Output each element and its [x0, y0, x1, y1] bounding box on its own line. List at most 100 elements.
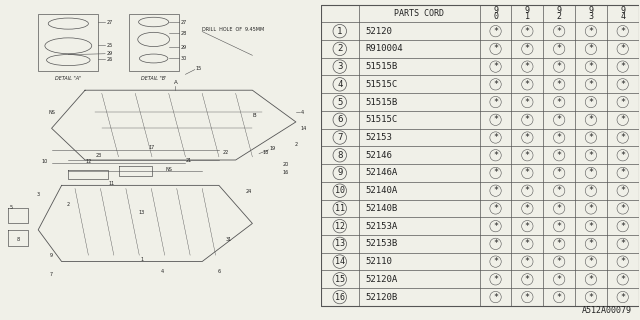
Text: NS: NS: [165, 167, 172, 172]
Text: *: *: [588, 292, 593, 301]
Text: *: *: [588, 222, 593, 231]
Text: *: *: [588, 133, 593, 142]
Text: 1: 1: [525, 12, 530, 20]
Text: *: *: [557, 292, 562, 301]
Text: *: *: [525, 115, 530, 124]
Text: 24: 24: [246, 189, 252, 194]
Text: 2: 2: [294, 142, 298, 147]
Text: *: *: [588, 186, 593, 195]
Text: *: *: [620, 80, 625, 89]
Text: *: *: [493, 98, 498, 107]
Text: 29: 29: [180, 45, 186, 50]
Text: 19: 19: [269, 146, 275, 151]
Text: *: *: [525, 239, 530, 248]
Text: *: *: [588, 62, 593, 71]
Text: 52153: 52153: [365, 133, 392, 142]
Text: 26: 26: [107, 57, 113, 62]
Text: *: *: [620, 186, 625, 195]
Text: 31: 31: [226, 237, 232, 242]
Text: *: *: [557, 186, 562, 195]
Text: 15: 15: [335, 275, 345, 284]
Text: *: *: [525, 292, 530, 301]
Text: *: *: [525, 27, 530, 36]
Text: *: *: [525, 168, 530, 178]
Text: *: *: [588, 98, 593, 107]
Text: *: *: [588, 80, 593, 89]
Text: 16: 16: [335, 292, 345, 301]
Text: 10: 10: [42, 159, 48, 164]
Text: 52120B: 52120B: [365, 292, 397, 301]
Text: *: *: [493, 186, 498, 195]
Text: DETAIL "A": DETAIL "A": [55, 76, 81, 81]
Text: *: *: [588, 168, 593, 178]
Text: 3: 3: [36, 192, 40, 197]
Text: *: *: [493, 222, 498, 231]
Text: *: *: [525, 44, 530, 53]
Text: *: *: [588, 44, 593, 53]
Text: *: *: [557, 115, 562, 124]
Text: 9: 9: [525, 6, 530, 15]
Text: *: *: [620, 62, 625, 71]
Text: 1: 1: [337, 27, 342, 36]
Text: 12: 12: [335, 222, 345, 231]
Text: *: *: [620, 133, 625, 142]
Text: *: *: [557, 168, 562, 178]
Text: *: *: [493, 115, 498, 124]
Text: 28: 28: [180, 31, 187, 36]
Text: *: *: [557, 222, 562, 231]
Text: *: *: [525, 62, 530, 71]
Text: *: *: [493, 168, 498, 178]
Text: *: *: [493, 292, 498, 301]
Text: 2: 2: [67, 202, 70, 207]
Text: *: *: [557, 27, 562, 36]
Text: 7: 7: [50, 272, 53, 277]
Text: *: *: [493, 27, 498, 36]
Text: 2: 2: [337, 44, 342, 53]
Text: 4: 4: [337, 80, 342, 89]
Text: *: *: [588, 275, 593, 284]
Text: NS: NS: [48, 110, 55, 115]
Text: 11: 11: [335, 204, 345, 213]
Text: *: *: [557, 257, 562, 266]
Text: *: *: [525, 80, 530, 89]
Text: 4: 4: [620, 12, 625, 20]
Text: 9: 9: [588, 6, 593, 15]
Text: 5: 5: [10, 205, 13, 210]
Text: 10: 10: [335, 186, 345, 195]
Text: 52146A: 52146A: [365, 168, 397, 178]
Text: *: *: [620, 115, 625, 124]
Text: *: *: [525, 275, 530, 284]
Text: 51515C: 51515C: [365, 115, 397, 124]
Text: 13: 13: [335, 239, 345, 248]
Text: *: *: [588, 257, 593, 266]
Text: *: *: [525, 98, 530, 107]
Text: *: *: [620, 168, 625, 178]
Text: *: *: [588, 151, 593, 160]
Text: 16: 16: [283, 170, 289, 175]
Text: 51515B: 51515B: [365, 62, 397, 71]
Text: 14: 14: [301, 126, 307, 131]
Text: *: *: [557, 44, 562, 53]
Text: *: *: [588, 27, 593, 36]
Text: 51515B: 51515B: [365, 98, 397, 107]
Text: 9: 9: [493, 6, 498, 15]
Text: *: *: [557, 239, 562, 248]
Text: 3: 3: [588, 12, 593, 20]
Text: 20: 20: [283, 162, 289, 167]
Text: 12: 12: [85, 159, 92, 164]
Text: *: *: [493, 275, 498, 284]
Text: 4: 4: [301, 110, 304, 115]
Text: *: *: [620, 27, 625, 36]
Text: 29: 29: [107, 51, 113, 56]
Text: 25: 25: [107, 43, 113, 48]
Text: *: *: [620, 222, 625, 231]
Text: *: *: [525, 204, 530, 213]
Text: *: *: [557, 275, 562, 284]
Text: *: *: [588, 239, 593, 248]
Text: R910004: R910004: [365, 44, 403, 53]
Text: *: *: [557, 98, 562, 107]
Text: 52153B: 52153B: [365, 239, 397, 248]
Text: 52140A: 52140A: [365, 186, 397, 195]
Text: 18: 18: [262, 149, 269, 155]
Text: *: *: [493, 239, 498, 248]
